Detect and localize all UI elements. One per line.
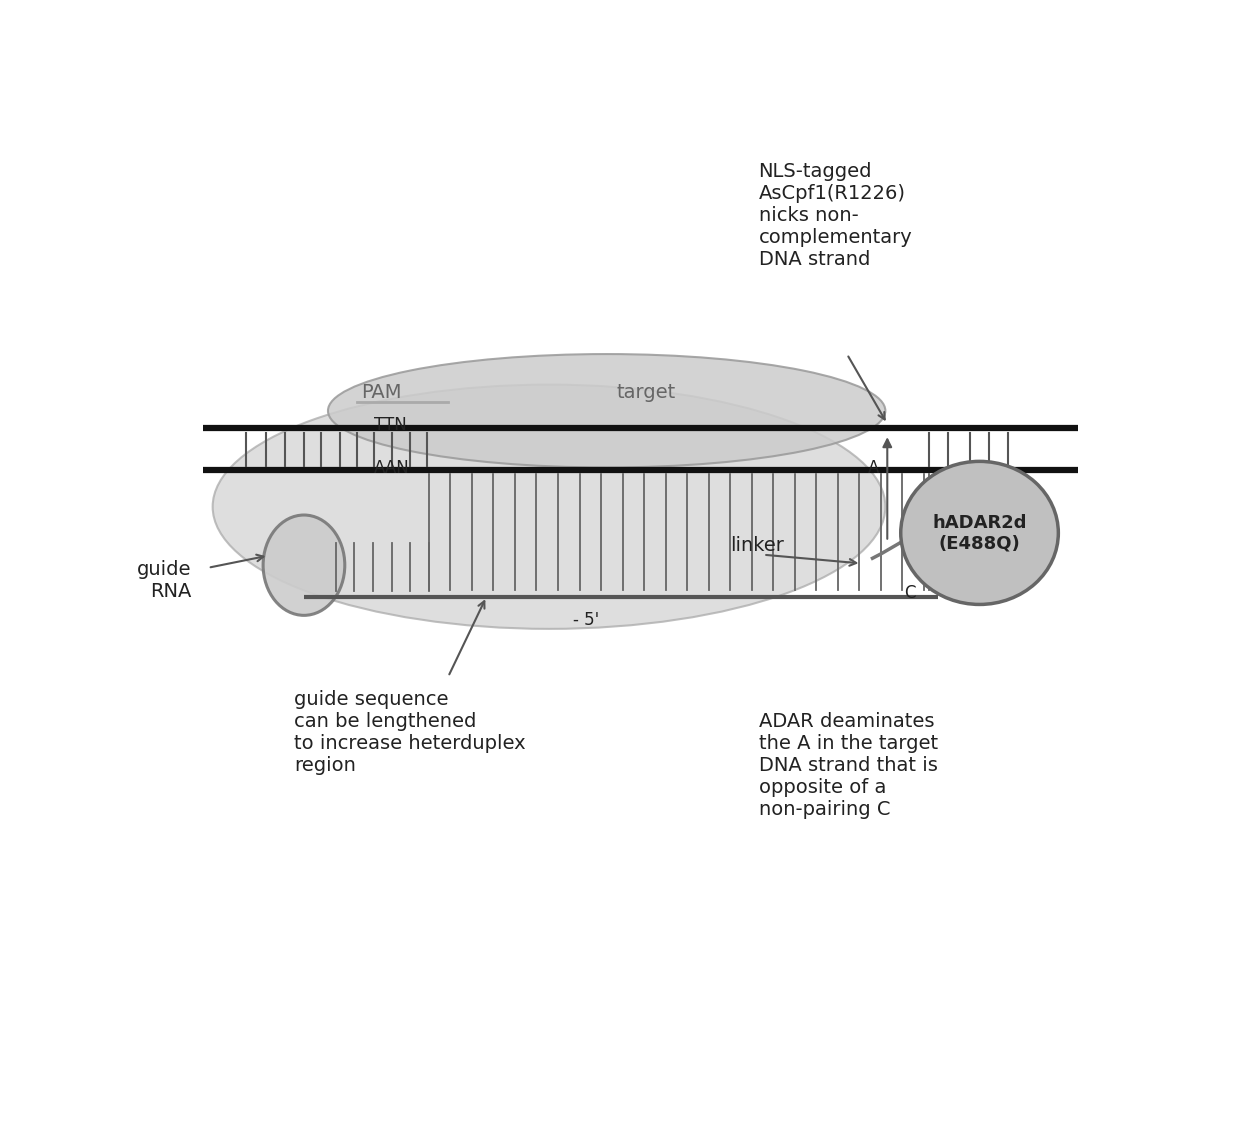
Text: ADAR deaminates
the A in the target
DNA strand that is
opposite of a
non-pairing: ADAR deaminates the A in the target DNA … xyxy=(759,712,937,819)
Text: A: A xyxy=(868,459,879,477)
Text: PAM: PAM xyxy=(362,383,402,402)
Circle shape xyxy=(900,461,1058,604)
Ellipse shape xyxy=(263,516,345,615)
Text: - 5': - 5' xyxy=(573,611,599,629)
Text: hADAR2d
(E488Q): hADAR2d (E488Q) xyxy=(932,513,1027,552)
Text: guide sequence
can be lengthened
to increase heterduplex
region: guide sequence can be lengthened to incr… xyxy=(294,690,526,775)
Text: TTN: TTN xyxy=(374,416,407,434)
Ellipse shape xyxy=(213,384,885,629)
Text: guide
RNA: guide RNA xyxy=(136,561,191,602)
Text: - 3': - 3' xyxy=(957,585,983,602)
Text: target: target xyxy=(616,383,676,402)
Text: linker: linker xyxy=(729,537,784,555)
Ellipse shape xyxy=(327,353,885,468)
Text: C: C xyxy=(905,585,916,602)
Text: AAN: AAN xyxy=(374,459,410,477)
Text: NLS-tagged
AsCpf1(R1226)
nicks non-
complementary
DNA strand: NLS-tagged AsCpf1(R1226) nicks non- comp… xyxy=(759,162,913,270)
